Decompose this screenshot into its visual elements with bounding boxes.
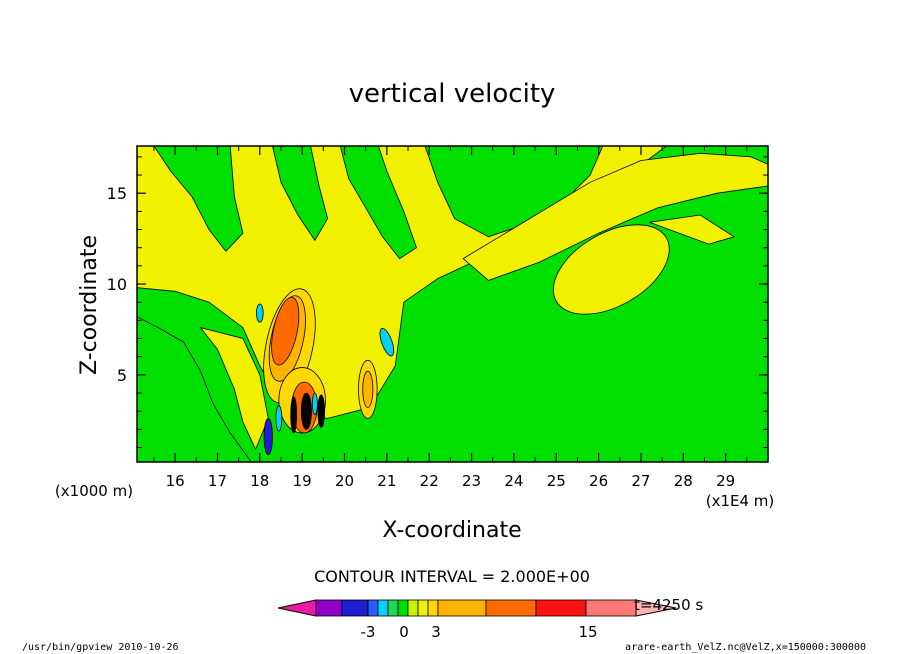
x-tick-label: 16 [166, 472, 185, 490]
field-downdraft-cyan [256, 303, 264, 323]
colorbar-right-arrow [635, 599, 677, 617]
field-green-streak [153, 146, 244, 252]
x-tick-label: 20 [335, 472, 354, 490]
field-downdraft-cyan [275, 405, 283, 432]
field-green-lower-left [137, 316, 252, 462]
colorbar-bin [407, 599, 419, 617]
y-tick-label: 10 [107, 275, 127, 294]
colorbar-bin [585, 599, 637, 617]
field-green-streak [272, 146, 329, 242]
x-axis-label: X-coordinate [382, 518, 521, 543]
y-tick-label: 15 [107, 184, 127, 203]
y-tick-label: 5 [117, 366, 127, 385]
y-axis: 5 10 15 [107, 156, 768, 448]
colorbar-tick-label: 3 [431, 623, 441, 641]
x-axis: 16 17 18 19 20 21 22 23 24 25 26 27 28 29 [153, 146, 748, 490]
colorbar-left-arrow [277, 599, 317, 617]
colorbar-tick-label: 0 [399, 623, 409, 641]
field-dense-contours [300, 392, 312, 430]
footer-right: arare-earth_VelZ.nc@VelZ,x=150000:300000 [625, 642, 866, 653]
y-axis-unit: (x1000 m) [55, 482, 133, 500]
field-yellow-blob [552, 224, 670, 315]
field-level-5-right [362, 370, 374, 408]
field-updraft-core [271, 296, 300, 366]
colorbar-bin [417, 599, 429, 617]
contour-interval-label: CONTOUR INTERVAL = 2.000E+00 [314, 567, 590, 586]
colorbar-bin [377, 599, 389, 617]
field-green-streak [339, 146, 417, 260]
colorbar-bin [397, 599, 409, 617]
x-tick-label: 28 [674, 472, 693, 490]
colorbar-bin [427, 599, 439, 617]
y-axis-label: Z-coordinate [77, 235, 102, 375]
field-downdraft-cyan [311, 392, 318, 416]
x-tick-label: 21 [377, 472, 396, 490]
colorbar-tick-label: -3 [361, 623, 376, 641]
x-tick-label: 17 [208, 472, 227, 490]
field-yellow-strip [199, 326, 269, 451]
x-tick-label: 22 [420, 472, 439, 490]
x-tick-label: 25 [547, 472, 566, 490]
plot-area [137, 146, 768, 462]
x-tick-label: 19 [293, 472, 312, 490]
field-dense-contours [290, 396, 298, 434]
colorbar-bin [341, 599, 369, 617]
colorbar-bin [437, 599, 487, 617]
chart-title: vertical velocity [349, 79, 556, 109]
colorbar-bin [535, 599, 587, 617]
field-downdraft-cyan [379, 327, 395, 357]
colorbar-bin [387, 599, 399, 617]
colorbar-bin [485, 599, 537, 617]
x-tick-label: 23 [462, 472, 481, 490]
colorbar-bin [367, 599, 379, 617]
x-tick-label: 24 [504, 472, 523, 490]
colorbar-tick-label: 15 [578, 623, 597, 641]
field-yellow-blob-small [649, 214, 736, 245]
x-tick-label: 29 [716, 472, 735, 490]
colorbar: -3 0 3 15 [277, 599, 677, 641]
x-tick-label: 18 [250, 472, 269, 490]
colorbar-bin [315, 599, 343, 617]
plot-frame [136, 145, 769, 463]
x-axis-unit: (x1E4 m) [706, 492, 775, 510]
x-tick-label: 27 [631, 472, 650, 490]
time-label: t=4250 s [634, 596, 703, 614]
footer-left: /usr/bin/gpview 2010-10-26 [22, 642, 179, 653]
x-tick-label: 26 [589, 472, 608, 490]
field-downdraft-blue [263, 418, 273, 456]
field-yellow-right-band [462, 152, 768, 281]
field-dense-contours [317, 394, 326, 428]
